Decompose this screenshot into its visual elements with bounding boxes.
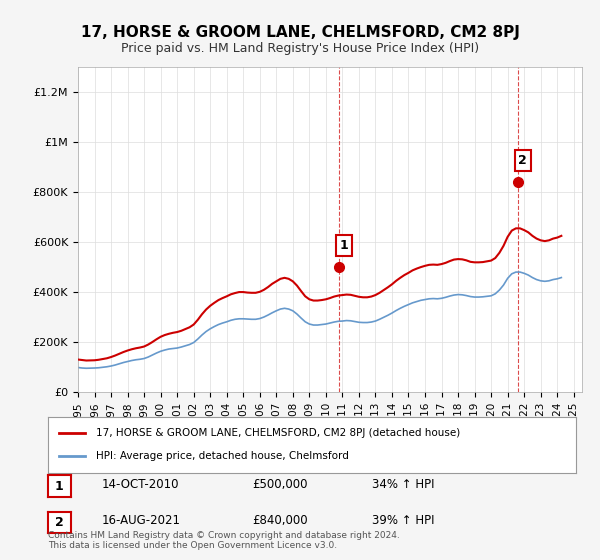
Text: 2: 2 <box>55 516 64 529</box>
Text: 1: 1 <box>55 479 64 493</box>
Text: 34% ↑ HPI: 34% ↑ HPI <box>372 478 434 491</box>
Text: Contains HM Land Registry data © Crown copyright and database right 2024.
This d: Contains HM Land Registry data © Crown c… <box>48 530 400 550</box>
Text: Price paid vs. HM Land Registry's House Price Index (HPI): Price paid vs. HM Land Registry's House … <box>121 42 479 55</box>
Text: 2: 2 <box>518 154 527 167</box>
Text: £840,000: £840,000 <box>252 514 308 528</box>
Text: HPI: Average price, detached house, Chelmsford: HPI: Average price, detached house, Chel… <box>95 451 349 461</box>
Text: 1: 1 <box>340 239 348 252</box>
Text: 17, HORSE & GROOM LANE, CHELMSFORD, CM2 8PJ: 17, HORSE & GROOM LANE, CHELMSFORD, CM2 … <box>80 25 520 40</box>
Text: £500,000: £500,000 <box>252 478 308 491</box>
Text: 17, HORSE & GROOM LANE, CHELMSFORD, CM2 8PJ (detached house): 17, HORSE & GROOM LANE, CHELMSFORD, CM2 … <box>95 428 460 438</box>
Text: 16-AUG-2021: 16-AUG-2021 <box>102 514 181 528</box>
Text: 14-OCT-2010: 14-OCT-2010 <box>102 478 179 491</box>
Text: 39% ↑ HPI: 39% ↑ HPI <box>372 514 434 528</box>
